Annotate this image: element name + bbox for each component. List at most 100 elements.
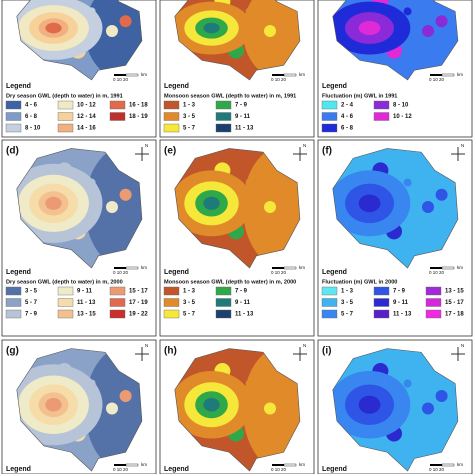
map-spot bbox=[422, 201, 434, 213]
scale-bar bbox=[441, 73, 455, 77]
map bbox=[16, 348, 142, 471]
legend-label: 15 - 17 bbox=[129, 289, 148, 295]
map-spot bbox=[106, 201, 118, 213]
scale-bar bbox=[430, 267, 442, 269]
panel-label: (d) bbox=[6, 146, 19, 157]
map-outline bbox=[332, 148, 459, 269]
scale-unit: km bbox=[299, 72, 305, 77]
panel: (h) N 0 10 20 km Legend bbox=[159, 339, 315, 474]
map-zone bbox=[45, 398, 62, 412]
compass bbox=[135, 147, 149, 161]
legend-swatch bbox=[163, 123, 180, 133]
legend-swatch bbox=[109, 298, 126, 307]
legend-title: Fluctuation (m) GWL in 1991 bbox=[322, 93, 397, 99]
scale-unit: km bbox=[299, 462, 305, 467]
legend-swatch bbox=[5, 100, 22, 110]
panel: 0 10 20 km Legend Dry season GWL (depth to … bbox=[1, 0, 157, 138]
legend-swatch bbox=[215, 112, 232, 121]
legend-swatch bbox=[5, 309, 22, 319]
legend-swatch bbox=[321, 309, 338, 319]
scale-unit: km bbox=[141, 72, 147, 77]
legend-swatch bbox=[321, 123, 338, 133]
panel: (i) N 0 10 20 km Legend bbox=[317, 339, 473, 474]
scale-bar bbox=[441, 266, 455, 270]
legend-title: Monsoon season GWL (depth to water) in m… bbox=[164, 279, 296, 285]
legend-swatch bbox=[373, 100, 390, 110]
legend-label: 11 - 13 bbox=[393, 312, 412, 318]
legend-label: 9 - 11 bbox=[77, 289, 93, 295]
legend-label: 3 - 5 bbox=[183, 300, 196, 306]
legend-label: 5 - 7 bbox=[25, 300, 38, 306]
legend-swatch bbox=[163, 112, 180, 121]
legend-heading: Legend bbox=[164, 83, 189, 90]
legend-label: 9 - 11 bbox=[393, 300, 409, 306]
map-zone bbox=[203, 196, 220, 210]
legend-label: 19 - 22 bbox=[129, 312, 148, 318]
north-label: N bbox=[303, 343, 306, 348]
legend-label: 6 - 8 bbox=[341, 126, 354, 132]
legend-label: 13 - 15 bbox=[77, 312, 96, 318]
map-spot bbox=[435, 15, 448, 28]
panel: (e) N 0 10 20 km Legend Monsoon season GWL (d… bbox=[159, 139, 315, 337]
legend-heading: Legend bbox=[6, 83, 31, 90]
legend-heading: Legend bbox=[322, 83, 347, 90]
scale-ticks: 0 10 20 bbox=[113, 467, 129, 472]
map-outline bbox=[174, 0, 301, 81]
map-spot bbox=[264, 25, 276, 37]
map-spot bbox=[277, 188, 290, 201]
legend-swatch bbox=[215, 100, 232, 110]
map-outline bbox=[16, 0, 143, 81]
legend-label: 18 - 19 bbox=[129, 114, 148, 120]
scale-ticks: 0 10 20 bbox=[429, 467, 445, 472]
legend-label: 1 - 3 bbox=[341, 289, 354, 295]
legend-swatch bbox=[57, 100, 74, 110]
map bbox=[16, 0, 142, 80]
legend-label: 5 - 7 bbox=[183, 126, 196, 132]
scale-bar bbox=[125, 266, 139, 270]
legend-swatch bbox=[109, 286, 126, 296]
panel: 0 10 20 km Legend Monsoon season GWL (depth… bbox=[159, 0, 315, 138]
legend-heading: Legend bbox=[164, 466, 189, 473]
legend-swatch bbox=[373, 298, 390, 307]
legend-label: 7 - 9 bbox=[393, 289, 406, 295]
scale-bar bbox=[283, 73, 297, 77]
legend-swatch bbox=[57, 309, 74, 319]
panel: 0 10 20 km Legend Fluctuation (m) GWL in 19… bbox=[317, 0, 473, 138]
scale-ticks: 0 10 20 bbox=[113, 77, 129, 82]
north-label: N bbox=[145, 143, 148, 148]
compass bbox=[293, 347, 307, 361]
map-spot bbox=[245, 178, 254, 187]
map-outline bbox=[16, 148, 143, 269]
map-spot bbox=[422, 402, 434, 415]
legend-heading: Legend bbox=[164, 269, 189, 276]
map-spot bbox=[264, 201, 276, 213]
scale-bar bbox=[125, 73, 139, 77]
legend-swatch bbox=[425, 286, 442, 296]
map-spot bbox=[119, 390, 132, 402]
map-outline bbox=[174, 348, 301, 472]
map-zone bbox=[203, 398, 220, 412]
map-zone bbox=[400, 348, 458, 471]
map bbox=[16, 148, 142, 268]
legend-label: 11 - 13 bbox=[235, 126, 254, 132]
scale-unit: km bbox=[457, 72, 463, 77]
map-outline bbox=[332, 0, 459, 81]
legend-label: 7 - 9 bbox=[235, 103, 248, 109]
legend-label: 8 - 10 bbox=[25, 126, 41, 132]
legend-label: 11 - 13 bbox=[77, 300, 96, 306]
legend-swatch bbox=[373, 309, 390, 319]
panel: (g) N 0 10 20 km Legend bbox=[1, 339, 157, 474]
scale-ticks: 0 10 20 bbox=[271, 270, 287, 275]
panel: (f) N 0 10 20 km Legend Fluctuation (m) GWL i… bbox=[317, 139, 473, 337]
legend-label: 16 - 18 bbox=[129, 103, 148, 109]
north-label: N bbox=[145, 343, 148, 348]
legend-swatch bbox=[373, 286, 390, 296]
map-spot bbox=[403, 178, 412, 187]
scale-bar bbox=[114, 464, 126, 466]
north-label: N bbox=[461, 143, 464, 148]
map-zone bbox=[84, 348, 142, 471]
legend-swatch bbox=[109, 100, 126, 110]
map-spot bbox=[277, 15, 290, 28]
scale-ticks: 0 10 20 bbox=[429, 270, 445, 275]
scale-bar bbox=[283, 463, 297, 467]
